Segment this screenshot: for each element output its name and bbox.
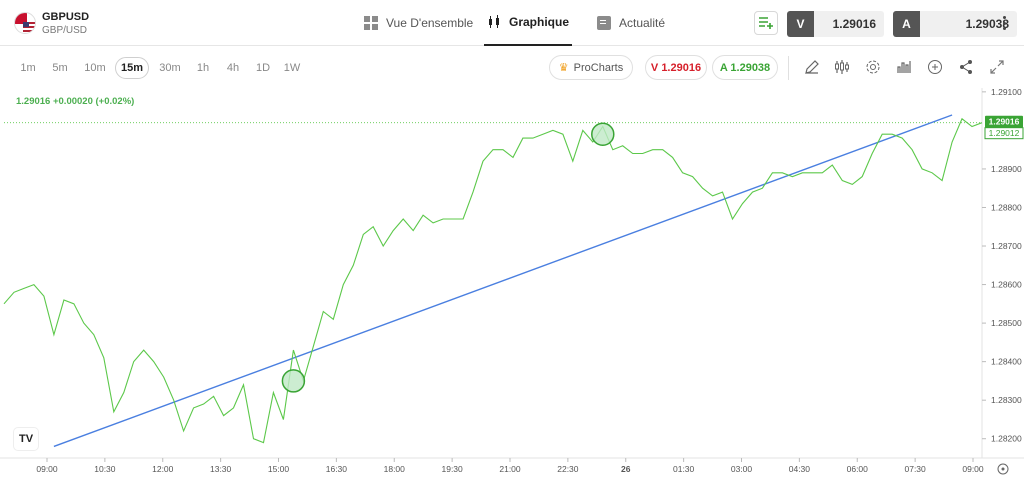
timeframe-15m[interactable]: 15m xyxy=(115,57,149,79)
y-tick-label: 1.28300 xyxy=(991,395,1022,405)
indicators-icon[interactable] xyxy=(833,58,851,76)
x-tick-label: 19:30 xyxy=(441,464,463,474)
top-bar: GBPUSD GBP/USD Vue D'ensemble Graphique … xyxy=(0,0,1024,46)
x-tick-label: 22:30 xyxy=(557,464,579,474)
current-price-tag-label: 1.29016 xyxy=(989,117,1020,127)
x-tick-label: 10:30 xyxy=(94,464,116,474)
price-chart-svg[interactable]: 1.29100 1.28900 1.28800 1.28700 1.28600 1.285… xyxy=(0,87,1024,479)
tab-chart-label: Graphique xyxy=(508,15,569,29)
x-tick-label: 12:00 xyxy=(152,464,174,474)
y-tick-label: 1.29100 xyxy=(991,88,1022,97)
grid-icon xyxy=(364,16,378,30)
candlestick-icon xyxy=(487,15,501,29)
secondary-price-tag-label: 1.29012 xyxy=(989,128,1020,138)
fullscreen-icon[interactable] xyxy=(988,58,1006,76)
x-tick-label: 18:00 xyxy=(384,464,406,474)
x-tick-label: 13:30 xyxy=(210,464,232,474)
y-tick-label: 1.28800 xyxy=(991,202,1022,212)
x-tick-label: 01:30 xyxy=(673,464,695,474)
price-chart[interactable]: 1.29100 1.28900 1.28800 1.28700 1.28600 1.285… xyxy=(0,87,1024,479)
add-plus-icon[interactable] xyxy=(926,58,944,76)
tab-news[interactable]: Actualité xyxy=(597,0,665,46)
timeframe-4h[interactable]: 4h xyxy=(226,62,240,74)
tradingview-logo: TV xyxy=(14,428,38,450)
share-icon[interactable] xyxy=(957,58,975,76)
chart-price-header: 1.29016 +0.00020 (+0.02%) xyxy=(16,96,135,107)
timeframe-30m[interactable]: 30m xyxy=(159,62,181,74)
buy-pill[interactable]: A 1.29038 xyxy=(712,55,778,80)
x-tick-label: 04:30 xyxy=(789,464,811,474)
timeframe-1h[interactable]: 1h xyxy=(196,62,210,74)
highlight-marker xyxy=(591,122,615,146)
x-tick-label: 16:30 xyxy=(326,464,348,474)
current-price-tag xyxy=(985,115,1023,128)
tab-overview-label: Vue D'ensemble xyxy=(386,16,474,30)
x-tick-label: 07:30 xyxy=(904,464,926,474)
sell-price: 1.29016 xyxy=(814,11,884,37)
instrument-symbol: GBPUSD xyxy=(42,11,90,23)
x-tick-label: 09:00 xyxy=(962,464,984,474)
crown-icon: ♛ xyxy=(558,62,569,74)
tab-overview[interactable]: Vue D'ensemble xyxy=(364,0,473,46)
x-tick-label: 06:00 xyxy=(847,464,869,474)
y-tick-label: 1.28600 xyxy=(991,280,1022,290)
timeframe-5m[interactable]: 5m xyxy=(52,62,68,74)
watchlist-add-button[interactable] xyxy=(754,11,778,35)
tab-chart[interactable]: Graphique xyxy=(484,0,572,46)
list-add-icon xyxy=(759,17,773,29)
price-line xyxy=(3,117,983,444)
gb-us-flag-icon xyxy=(14,12,36,34)
x-tick-label: 15:00 xyxy=(268,464,290,474)
x-tick-label: 03:00 xyxy=(731,464,753,474)
tab-news-label: Actualité xyxy=(619,16,666,30)
news-icon xyxy=(597,16,611,30)
chart-type-icon[interactable] xyxy=(895,58,913,76)
timeframe-1W[interactable]: 1W xyxy=(283,62,301,74)
more-menu-icon[interactable] xyxy=(998,14,1010,32)
timeframe-1m[interactable]: 1m xyxy=(20,62,36,74)
sell-box[interactable]: V 1.29016 xyxy=(787,11,884,37)
procharts-label: ProCharts xyxy=(573,61,624,74)
secondary-price-tag xyxy=(984,127,1024,140)
settings-gear-icon[interactable] xyxy=(864,58,882,76)
sell-label: V xyxy=(787,11,814,37)
trendline xyxy=(53,114,953,448)
goto-date-icon[interactable] xyxy=(996,462,1010,476)
y-tick-label: 1.28500 xyxy=(991,318,1022,328)
y-tick-label: 1.28400 xyxy=(991,357,1022,367)
y-tick-label: 1.28900 xyxy=(991,164,1022,174)
instrument-pair: GBP/USD xyxy=(42,25,88,36)
procharts-button[interactable]: ♛ ProCharts xyxy=(549,55,633,80)
timeframe-10m[interactable]: 10m xyxy=(84,62,106,74)
y-tick-label: 1.28200 xyxy=(991,434,1022,444)
x-tick-label: 26 xyxy=(621,464,631,474)
x-tick-label: 09:00 xyxy=(36,464,58,474)
divider xyxy=(788,56,789,80)
draw-pen-icon[interactable] xyxy=(803,58,821,76)
buy-label: A xyxy=(893,11,920,37)
buy-box[interactable]: A 1.29038 xyxy=(893,11,1017,37)
y-tick-label: 1.28700 xyxy=(991,241,1022,251)
highlight-marker xyxy=(281,369,306,393)
timeframe-1D[interactable]: 1D xyxy=(255,62,271,74)
x-tick-label: 21:00 xyxy=(499,464,521,474)
buy-price: 1.29038 xyxy=(920,11,1017,37)
sell-pill[interactable]: V 1.29016 xyxy=(645,55,707,80)
